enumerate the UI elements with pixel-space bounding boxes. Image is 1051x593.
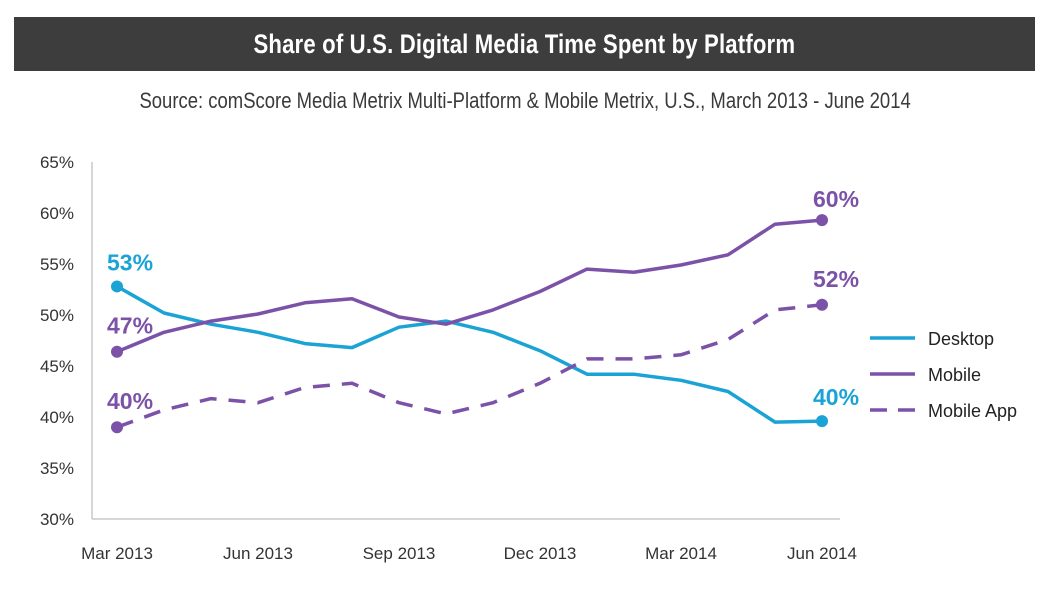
y-tick-label: 40% [40,408,74,427]
x-tick-label: Mar 2013 [81,544,153,563]
y-tick-label: 65% [40,153,74,172]
legend-label: Mobile [928,365,981,385]
data-label: 53% [107,249,153,275]
data-point-marker [111,421,123,434]
y-tick-label: 50% [40,306,74,325]
y-tick-label: 45% [40,357,74,376]
data-point-marker [816,214,828,227]
data-label: 40% [107,388,153,414]
series-line-mobile [116,218,823,354]
subtitle-text: Source: comScore Media Metrix Multi-Plat… [139,88,912,113]
data-point-marker [816,415,828,428]
x-tick-label: Dec 2013 [504,544,577,563]
data-label: 60% [813,186,859,212]
y-tick-label: 60% [40,204,74,223]
x-tick-label: Sep 2013 [363,544,436,563]
x-tick-label: Jun 2013 [223,544,293,563]
data-point-marker [816,298,828,311]
series-line-desktop [116,284,823,424]
y-tick-label: 30% [40,510,74,529]
title-bar: Share of U.S. Digital Media Time Spent b… [14,17,1035,71]
data-label: 40% [813,384,859,410]
data-label: 47% [107,313,153,339]
y-tick-label: 35% [40,459,74,478]
legend-label: Mobile App [928,401,1017,421]
data-label: 52% [813,266,859,292]
chart-title: Share of U.S. Digital Media Time Spent b… [253,28,796,59]
legend-label: Desktop [928,329,994,349]
data-point-marker [111,345,123,358]
x-tick-label: Mar 2014 [645,544,717,563]
chart-subtitle: Source: comScore Media Metrix Multi-Plat… [0,88,1051,114]
x-tick-label: Jun 2014 [787,544,857,563]
data-point-marker [111,280,123,293]
series-line-mobile-app [116,303,823,429]
y-tick-label: 55% [40,255,74,274]
